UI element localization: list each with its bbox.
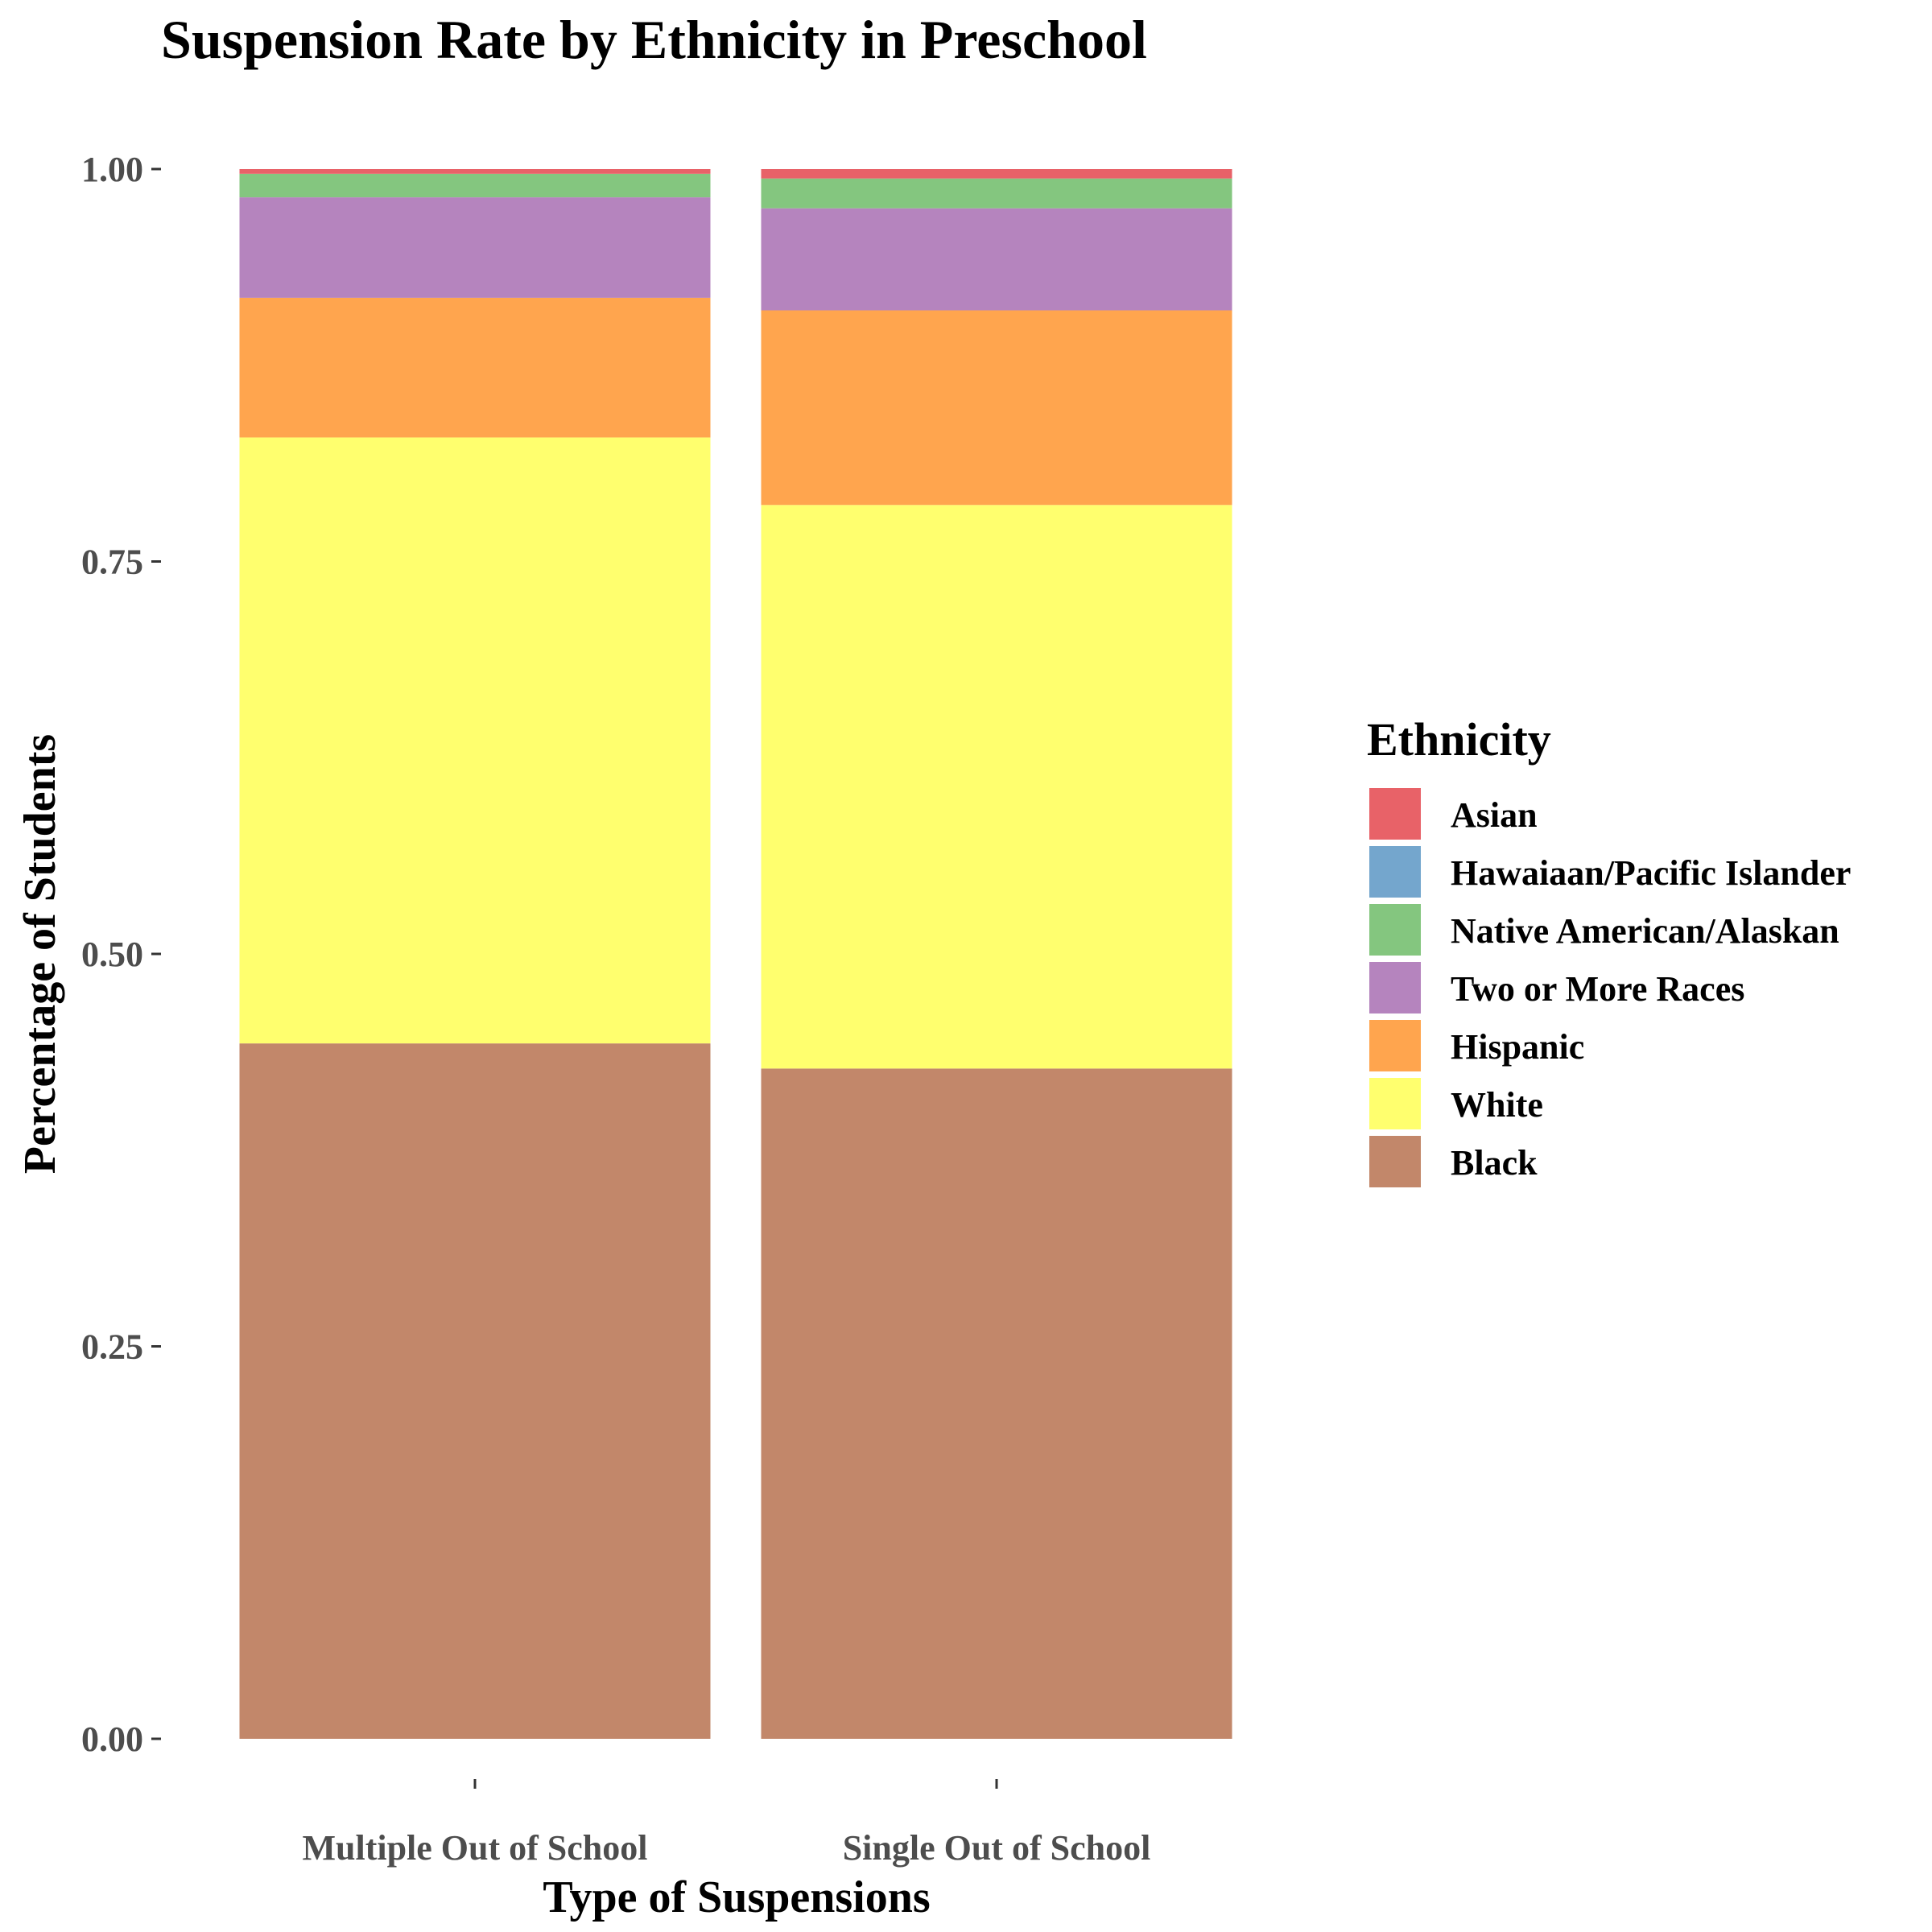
x-axis-title: Type of Suspensions <box>543 1872 930 1922</box>
bar-segment <box>761 178 1232 208</box>
legend: Ethnicity Asian Hawaiaan/Pacific Islander… <box>1367 713 1851 1189</box>
legend-swatch <box>1368 1018 1422 1073</box>
bar-segment <box>239 173 711 198</box>
bar-segment <box>761 169 1232 179</box>
bars <box>239 169 1232 1739</box>
legend-swatch <box>1368 786 1422 841</box>
legend-label: Two or More Races <box>1451 969 1744 1009</box>
legend-label: Native American/Alaskan <box>1451 911 1839 951</box>
legend-label: Hawaiaan/Pacific Islander <box>1451 853 1851 893</box>
x-tick-label: Multiple Out of School <box>302 1828 647 1868</box>
bar-segment <box>239 437 711 1044</box>
legend-label: Black <box>1451 1143 1538 1183</box>
x-axis: Multiple Out of School Single Out of Scho… <box>302 1779 1150 1868</box>
chart-title: Suspension Rate by Ethnicity in Preschoo… <box>161 9 1147 70</box>
y-tick-label: 0.25 <box>81 1327 143 1367</box>
y-tick-label: 0.00 <box>81 1719 143 1759</box>
legend-label: Hispanic <box>1451 1027 1584 1067</box>
y-tick-label: 0.75 <box>81 543 143 582</box>
bar-segment <box>761 1068 1232 1739</box>
bar-segment <box>761 208 1232 311</box>
legend-swatch <box>1368 1076 1422 1131</box>
legend-swatch <box>1368 844 1422 899</box>
y-axis-title: Percentage of Students <box>15 734 65 1174</box>
bar-segment <box>761 505 1232 1069</box>
legend-swatch <box>1368 1134 1422 1189</box>
y-tick-label: 0.50 <box>81 935 143 974</box>
bar-segment <box>239 297 711 438</box>
bar-segment <box>239 169 711 174</box>
bar-segment <box>239 1043 711 1739</box>
legend-swatch <box>1368 902 1422 957</box>
x-tick-label: Single Out of School <box>843 1828 1151 1868</box>
bar-segment <box>761 310 1232 506</box>
legend-title: Ethnicity <box>1367 713 1551 766</box>
y-tick-label: 1.00 <box>81 150 143 189</box>
legend-label: Asian <box>1451 795 1538 835</box>
legend-label: White <box>1451 1085 1543 1125</box>
bar-segment <box>239 197 711 298</box>
y-axis: 0.00 0.25 0.50 0.75 1.00 <box>81 150 161 1759</box>
legend-swatch <box>1368 960 1422 1015</box>
